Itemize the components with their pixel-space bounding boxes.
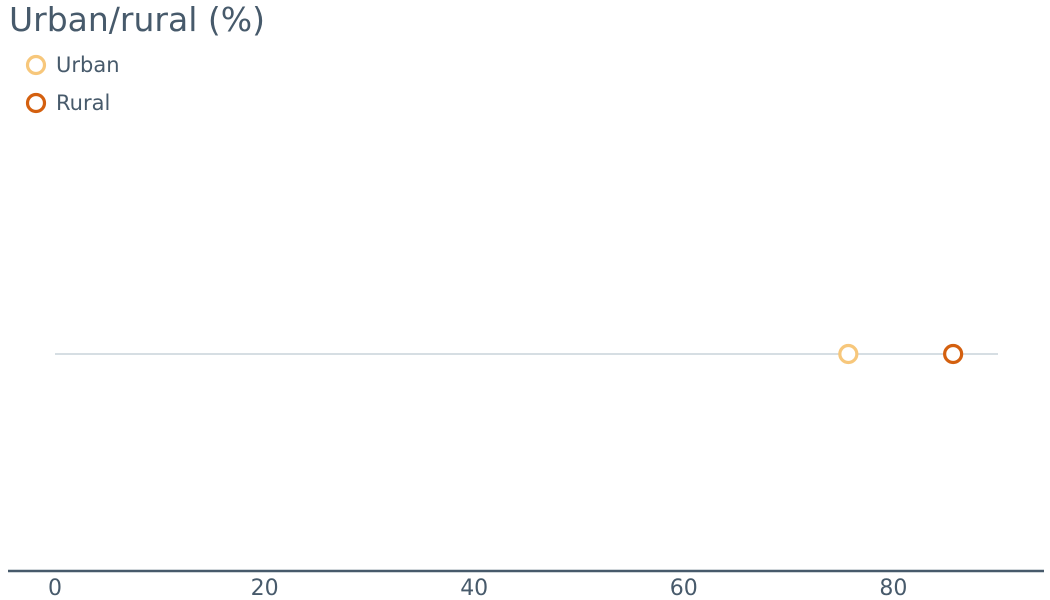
x-tick-label: 20 [251, 576, 279, 600]
legend-item-rural[interactable]: Rural [25, 91, 111, 115]
legend: Urban Rural [25, 53, 120, 115]
data-point-urban[interactable] [838, 343, 859, 365]
chart-title: Urban/rural (%) [9, 0, 265, 39]
legend-marker-rural [25, 92, 47, 114]
legend-item-urban[interactable]: Urban [25, 53, 120, 77]
legend-label-urban: Urban [56, 53, 120, 77]
x-tick-label: 60 [670, 576, 698, 600]
data-points [838, 343, 964, 365]
legend-label-rural: Rural [56, 91, 110, 115]
data-point-rural[interactable] [943, 343, 964, 365]
x-tick-label: 40 [460, 576, 488, 600]
x-tick-label: 0 [48, 576, 62, 600]
x-axis-ticks: 0 20 40 60 80 [48, 576, 907, 600]
legend-marker-urban [25, 54, 47, 76]
x-tick-label: 80 [879, 576, 907, 600]
